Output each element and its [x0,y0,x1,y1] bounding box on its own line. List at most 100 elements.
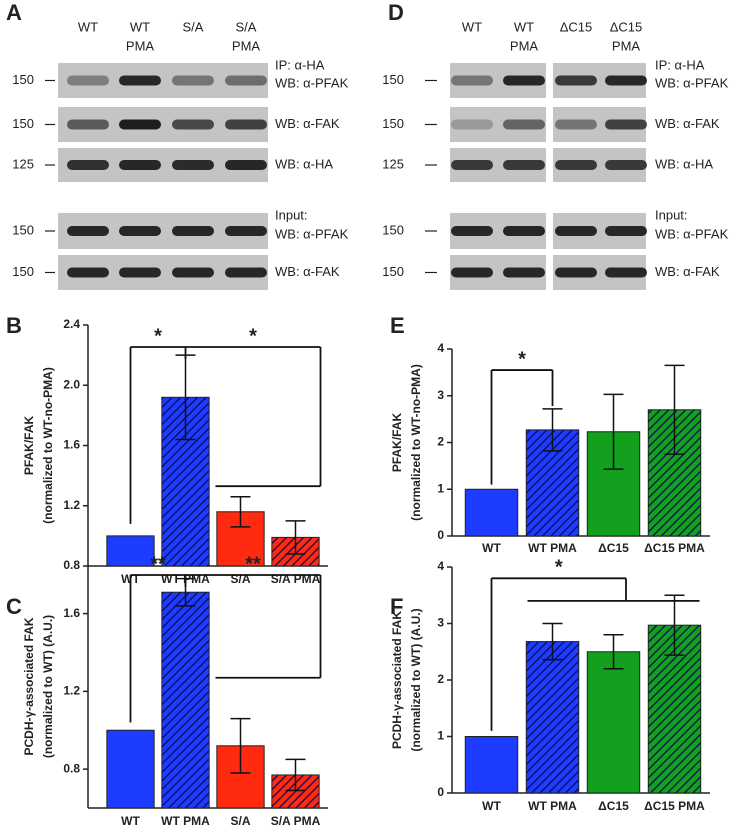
panel-letter: E [390,313,405,338]
panel-letter: C [6,594,22,619]
significance-label: ** [245,553,261,575]
panel-letter: D [388,0,404,25]
panel-letter: A [6,0,22,25]
band [451,160,493,170]
x-tick-label: WT [482,799,501,813]
size-marker: 150 [12,116,34,131]
y-tick-label: 1.2 [63,498,80,512]
band [605,160,647,170]
band [503,75,545,86]
row-label: WB: α-FAK [655,264,720,279]
row-label: Input: [275,207,308,222]
y-axis-label: (normalized to WT-no-PMA) [41,367,55,524]
band [225,160,267,170]
row-label: Input: [655,207,688,222]
lane-label: S/A [236,19,257,34]
band [119,160,161,170]
y-axis-label: (normalized to WT-no-PMA) [409,364,423,521]
y-axis-label: (normalized to WT) (A.U.) [41,615,55,758]
size-marker: 125 [12,156,34,171]
error-bar [230,717,251,774]
x-tick-label: ΔC15 [598,799,629,813]
y-tick-label: 2.4 [63,317,80,331]
band [172,267,214,278]
error-bar [542,622,563,661]
bar [464,736,519,794]
x-tick-label: S/A PMA [271,814,321,828]
lane-label: WT [514,19,534,34]
band [451,267,493,278]
row-label: WB: α-HA [275,156,333,171]
y-tick-label: 0.8 [63,761,80,775]
band [67,267,109,278]
significance-label: ** [150,553,166,575]
band [172,226,214,236]
size-marker: 150 [382,116,404,131]
band [67,119,109,130]
band [555,75,597,86]
row-label: IP: α-HA [275,57,325,72]
row-label: WB: α-PFAK [275,226,349,241]
size-marker: 150 [382,264,404,279]
error-bar [285,520,306,555]
band [67,226,109,236]
band [225,75,267,86]
size-marker: 150 [12,72,34,87]
y-axis-label: PCDH-γ-associated FAK [390,611,404,749]
lane-label: ΔC15 [610,19,643,34]
band [172,75,214,86]
size-marker: 150 [12,222,34,237]
band [451,226,493,236]
band [555,226,597,236]
row-label: IP: α-HA [655,57,705,72]
y-tick-label: 0 [437,785,444,799]
lane-label: WT [78,19,98,34]
error-bar [664,594,685,656]
y-tick-label: 1.6 [63,438,80,452]
significance-label: * [518,348,526,370]
error-bar [230,495,251,528]
band [503,267,545,278]
x-tick-label: WT [121,814,140,828]
size-marker: 125 [382,156,404,171]
y-axis-label: PCDH-γ-associated FAK [22,617,36,755]
error-bar [285,758,306,792]
x-tick-label: ΔC15 PMA [644,799,705,813]
band [225,119,267,130]
row-label: WB: α-PFAK [655,226,729,241]
y-tick-label: 1.2 [63,684,80,698]
y-tick-label: 1 [437,481,444,495]
error-bar [664,364,685,455]
lane-label: WT [462,19,482,34]
x-tick-label: WT PMA [528,799,577,813]
band [555,119,597,130]
band [67,160,109,170]
x-tick-label: WT PMA [528,541,577,555]
error-bar [542,408,563,452]
lane-label: PMA [126,38,155,53]
y-tick-label: 2 [437,435,444,449]
y-tick-label: 0 [437,528,444,542]
bar [106,535,155,567]
band [605,75,647,86]
y-axis-label: (normalized to WT) (A.U.) [409,608,423,751]
y-tick-label: 1.6 [63,606,80,620]
significance-label: * [154,325,162,347]
bar [586,651,641,794]
x-tick-label: S/A [230,814,250,828]
bar [106,729,155,809]
y-tick-label: 2 [437,672,444,686]
significance-label: * [249,325,257,347]
panel-letter: F [390,594,403,619]
band [119,75,161,86]
x-tick-label: ΔC15 PMA [644,541,705,555]
row-label: WB: α-FAK [275,264,340,279]
row-label: WB: α-FAK [275,116,340,131]
band [605,226,647,236]
band [555,267,597,278]
band [605,119,647,130]
lane-label: ΔC15 [560,19,593,34]
error-bar [603,634,624,670]
